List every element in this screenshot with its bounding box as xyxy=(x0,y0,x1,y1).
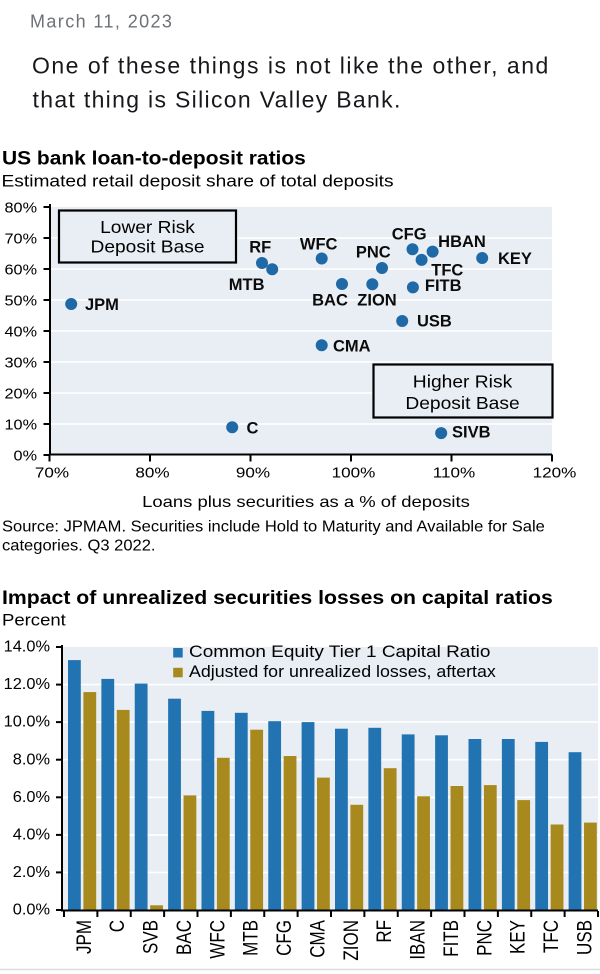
svg-text:110%: 110% xyxy=(433,466,475,482)
svg-text:KEY: KEY xyxy=(507,920,530,954)
svg-text:MTB: MTB xyxy=(240,920,263,956)
svg-text:8.0%: 8.0% xyxy=(13,752,50,768)
svg-text:KEY: KEY xyxy=(498,250,532,268)
svg-text:WFC: WFC xyxy=(207,920,230,959)
svg-text:10%: 10% xyxy=(5,417,38,433)
svg-text:100%: 100% xyxy=(332,466,376,482)
svg-text:IBAN: IBAN xyxy=(407,920,430,960)
svg-text:HBAN: HBAN xyxy=(438,233,486,251)
svg-text:Deposit Base: Deposit Base xyxy=(91,236,205,256)
svg-text:Deposit Base: Deposit Base xyxy=(405,393,519,413)
svg-text:that thing is Silicon Valley B: that thing is Silicon Valley Bank. xyxy=(33,87,402,113)
svg-text:US bank loan-to-deposit ratios: US bank loan-to-deposit ratios xyxy=(2,148,306,169)
svg-text:70%: 70% xyxy=(35,466,69,482)
svg-text:SVB: SVB xyxy=(140,920,163,954)
svg-text:WFC: WFC xyxy=(300,236,338,254)
svg-text:40%: 40% xyxy=(5,324,38,340)
svg-text:CMA: CMA xyxy=(307,920,330,958)
svg-text:JPM: JPM xyxy=(73,920,96,954)
svg-text:90%: 90% xyxy=(236,466,270,482)
svg-text:14.0%: 14.0% xyxy=(4,639,50,655)
svg-text:RF: RF xyxy=(249,239,271,257)
svg-text:C: C xyxy=(107,920,130,932)
svg-text:FITB: FITB xyxy=(440,920,463,957)
svg-text:6.0%: 6.0% xyxy=(13,789,50,805)
svg-text:categories. Q3 2022.: categories. Q3 2022. xyxy=(2,537,156,555)
svg-text:JPM: JPM xyxy=(85,296,119,314)
svg-text:4.0%: 4.0% xyxy=(13,827,50,843)
svg-text:CMA: CMA xyxy=(333,338,371,356)
svg-text:BAC: BAC xyxy=(173,920,196,955)
svg-text:CFG: CFG xyxy=(392,226,427,244)
svg-text:PNC: PNC xyxy=(474,920,497,956)
svg-text:ZION: ZION xyxy=(340,920,363,961)
svg-text:TFC: TFC xyxy=(431,262,463,280)
svg-text:12.0%: 12.0% xyxy=(4,677,50,693)
svg-text:Loans plus securities as a % o: Loans plus securities as a % of deposits xyxy=(142,493,470,510)
svg-text:CFG: CFG xyxy=(273,920,296,956)
svg-text:TFC: TFC xyxy=(540,920,563,953)
svg-text:Source: JPMAM. Securities incl: Source: JPMAM. Securities include Hold t… xyxy=(2,518,545,536)
svg-text:ZION: ZION xyxy=(357,291,396,309)
svg-text:Impact of unrealized securitie: Impact of unrealized securities losses o… xyxy=(2,588,553,609)
svg-text:BAC: BAC xyxy=(312,291,348,309)
svg-text:MTB: MTB xyxy=(229,276,265,294)
svg-text:80%: 80% xyxy=(135,466,169,482)
svg-text:20%: 20% xyxy=(5,386,38,402)
svg-text:Higher Risk: Higher Risk xyxy=(413,371,513,391)
svg-text:50%: 50% xyxy=(5,293,38,309)
svg-text:Estimated retail deposit share: Estimated retail deposit share of total … xyxy=(2,172,394,191)
svg-text:Adjusted for unrealized losses: Adjusted for unrealized losses, aftertax xyxy=(189,662,496,681)
svg-text:0%: 0% xyxy=(14,448,38,464)
svg-text:One of these things is not lik: One of these things is not like the othe… xyxy=(32,53,550,79)
svg-text:0.0%: 0.0% xyxy=(13,902,50,918)
svg-text:Lower Risk: Lower Risk xyxy=(100,217,196,237)
svg-text:SIVB: SIVB xyxy=(452,424,491,442)
svg-text:80%: 80% xyxy=(5,200,38,216)
svg-text:Common Equity Tier 1 Capital R: Common Equity Tier 1 Capital Ratio xyxy=(189,642,490,661)
svg-text:10.0%: 10.0% xyxy=(4,714,50,730)
svg-text:March 11, 2023: March 11, 2023 xyxy=(30,12,173,32)
svg-text:RF: RF xyxy=(374,920,397,943)
svg-text:USB: USB xyxy=(574,920,597,955)
svg-text:PNC: PNC xyxy=(356,243,391,261)
svg-text:60%: 60% xyxy=(5,262,38,278)
svg-text:Percent: Percent xyxy=(2,610,66,629)
svg-text:FITB: FITB xyxy=(425,277,462,295)
svg-text:30%: 30% xyxy=(5,355,38,371)
svg-text:USB: USB xyxy=(417,313,452,331)
svg-text:C: C xyxy=(247,420,259,438)
svg-text:2.0%: 2.0% xyxy=(13,864,50,880)
svg-text:120%: 120% xyxy=(533,466,577,482)
svg-text:70%: 70% xyxy=(5,231,38,247)
